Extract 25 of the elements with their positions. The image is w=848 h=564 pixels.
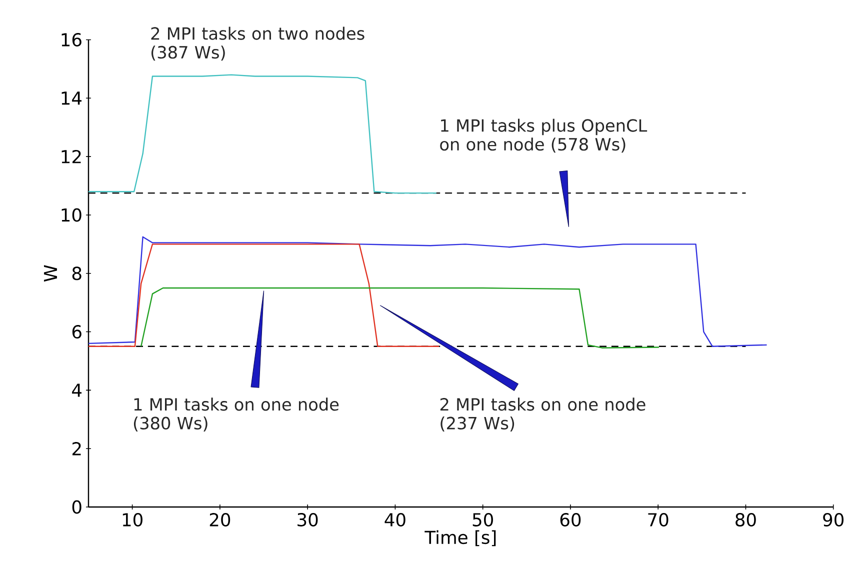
x-axis-title: Time [s] <box>424 530 496 546</box>
x-tick-label: 60 <box>560 513 581 527</box>
x-tick-label: 30 <box>298 513 318 527</box>
y-tick-label: 16 <box>62 33 82 47</box>
y-tick-label: 14 <box>62 92 82 105</box>
line-series <box>88 74 437 194</box>
annotation: 2 MPI tasks on two nodes (387 Ws) <box>151 26 364 61</box>
y-axis-title: W <box>44 265 57 282</box>
annotation: 2 MPI tasks on one node (237 Ws) <box>440 398 646 432</box>
x-tick-label: 20 <box>210 513 230 527</box>
y-tick-label: 4 <box>72 384 82 397</box>
annotation: 1 MPI tasks plus OpenCL on one node (578 Ws) <box>440 118 648 153</box>
x-tick-label: 10 <box>122 513 142 527</box>
x-tick-label: 70 <box>648 513 668 527</box>
y-tick-label: 12 <box>62 150 81 164</box>
y-tick-label: 0 <box>72 500 82 514</box>
y-tick-label: 8 <box>72 266 82 280</box>
x-tick-label: 50 <box>472 513 493 527</box>
y-tick-label: 10 <box>62 208 82 222</box>
y-tick-label: 6 <box>72 325 82 339</box>
x-tick-label: 40 <box>384 513 406 527</box>
annotation: 1 MPI tasks on one node (380 Ws) <box>134 398 339 432</box>
y-tick-label: 2 <box>72 442 81 456</box>
x-tick-label: 80 <box>736 513 756 527</box>
x-tick-label: 90 <box>823 513 844 527</box>
